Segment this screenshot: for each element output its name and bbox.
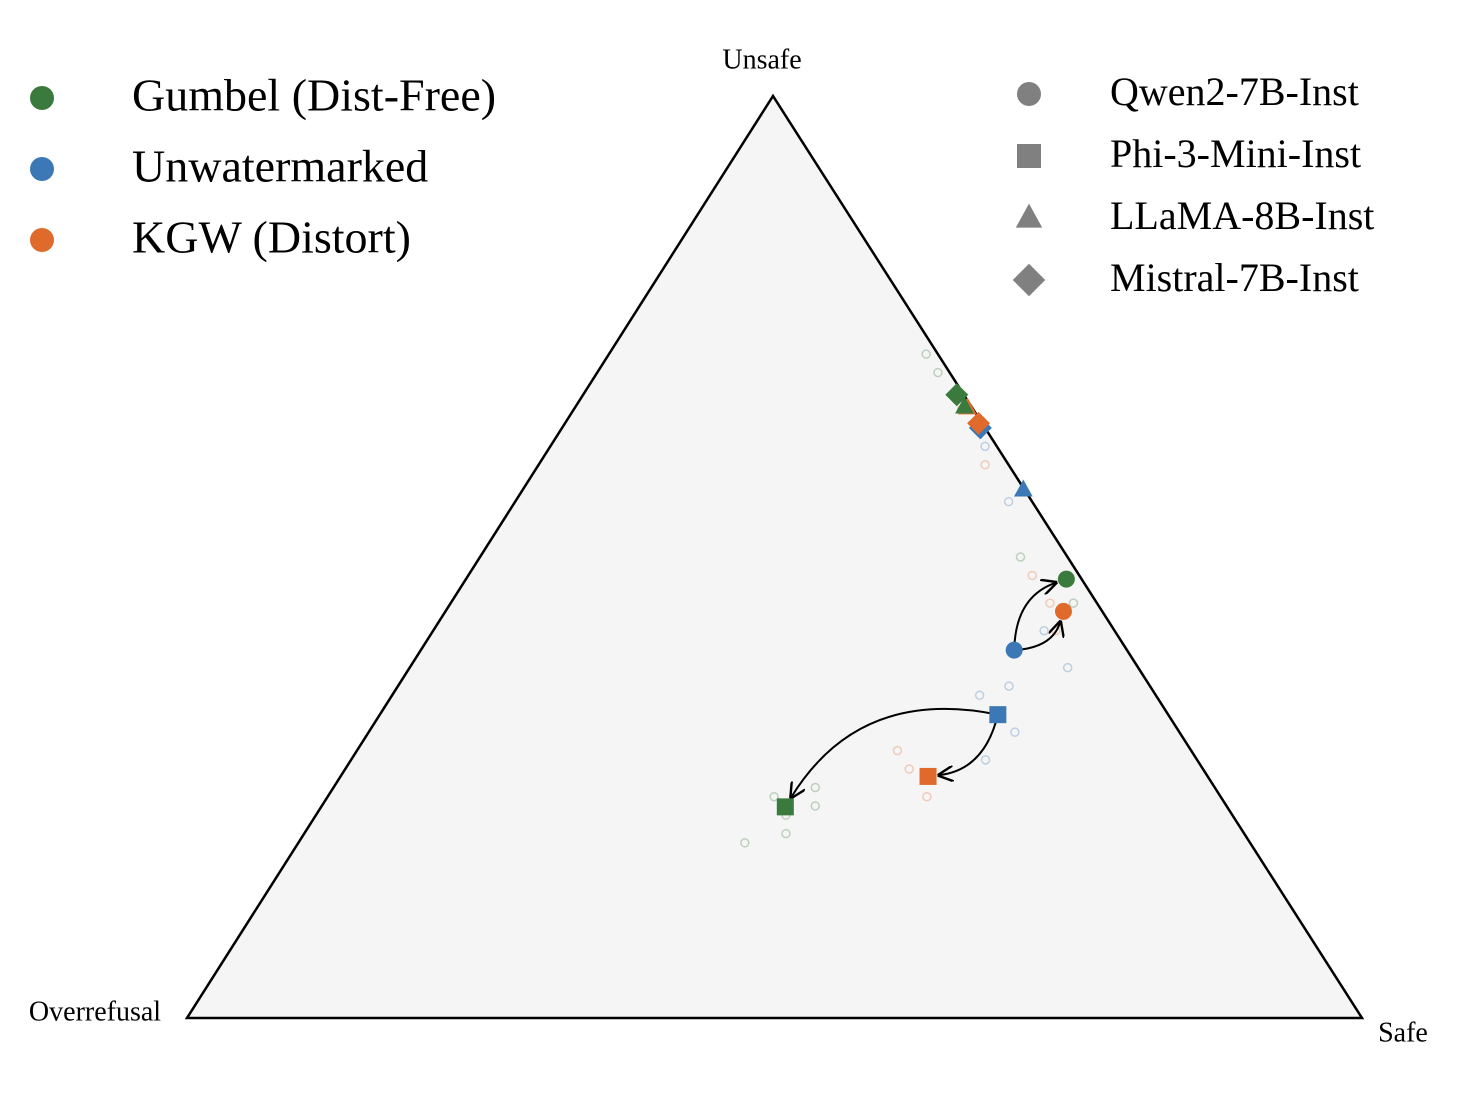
- sample-point: [1068, 598, 1079, 608]
- legend-marker: [30, 228, 54, 252]
- legend-marker: [1017, 82, 1041, 106]
- legend-marker: [1017, 144, 1041, 168]
- legend-marker: [1012, 263, 1046, 297]
- sample-point: [740, 838, 750, 848]
- corner-label: Unsafe: [722, 44, 801, 75]
- legend-label: Mistral-7B-Inst: [1110, 255, 1359, 300]
- legend-marker: [30, 86, 54, 110]
- arrow: [1013, 583, 1056, 651]
- sample-point: [933, 367, 943, 378]
- data-point: [967, 411, 991, 435]
- arrow: [791, 707, 999, 798]
- legend-marker: [30, 157, 54, 181]
- legend-label: LLaMA-8B-Inst: [1110, 193, 1374, 238]
- sample-point: [892, 745, 903, 756]
- data-point: [1057, 570, 1075, 588]
- legend-label: Gumbel (Dist-Free): [132, 70, 496, 121]
- sample-point: [1045, 598, 1055, 608]
- triangle-frame: [184, 93, 1365, 1020]
- sample-point: [974, 690, 985, 701]
- data-point: [1005, 641, 1023, 659]
- sample-point: [781, 828, 791, 839]
- sample-point: [810, 782, 820, 793]
- data-point: [945, 383, 969, 407]
- data-point: [1054, 602, 1072, 620]
- data-point: [919, 767, 937, 785]
- legend-label: Unwatermarked: [132, 141, 428, 192]
- sample-point: [1027, 570, 1038, 581]
- sample-point: [1015, 552, 1026, 562]
- data-point: [1013, 479, 1033, 497]
- legend-marker: [1015, 203, 1043, 228]
- sample-point: [980, 460, 990, 470]
- sample-point: [769, 791, 779, 802]
- legend-label: Phi-3-Mini-Inst: [1110, 131, 1361, 176]
- sample-point: [921, 349, 931, 359]
- sample-point: [1004, 681, 1014, 691]
- sample-point: [980, 755, 991, 765]
- sample-point: [1039, 626, 1049, 636]
- corner-label: Overrefusal: [29, 996, 161, 1027]
- sample-point: [922, 791, 932, 802]
- legend-label: Qwen2-7B-Inst: [1110, 69, 1359, 114]
- data-point: [955, 396, 974, 414]
- arrow: [939, 714, 999, 776]
- sample-point: [1003, 496, 1014, 507]
- corner-label: Safe: [1378, 1017, 1428, 1048]
- sample-point: [904, 764, 914, 774]
- sample-point: [810, 801, 821, 811]
- sample-point: [1010, 727, 1020, 737]
- data-point: [776, 798, 794, 816]
- data-point: [989, 706, 1007, 724]
- sample-point: [980, 441, 990, 452]
- legend-label: KGW (Distort): [132, 212, 411, 263]
- sample-point: [1062, 662, 1073, 673]
